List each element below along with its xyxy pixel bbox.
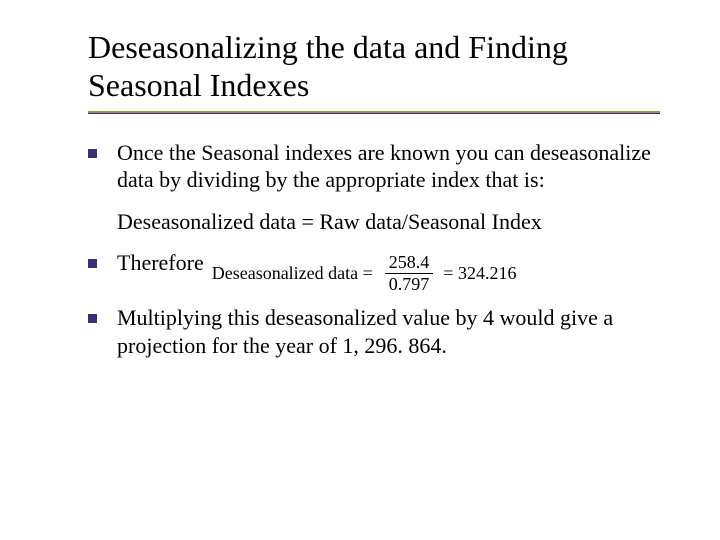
title-underline-bottom [88,113,660,114]
fraction-numerator: 258.4 [385,253,434,273]
title-underline [88,111,660,113]
math-formula: Deseasonalized data = 258.4 0.797 = 324.… [212,253,517,294]
bullet-item-2: Therefore Deseasonalized data = 258.4 0.… [88,249,660,290]
fraction-denominator: 0.797 [385,273,434,294]
square-bullet-icon [88,314,97,323]
slide-title: Deseasonalizing the data and Finding Sea… [88,28,660,105]
bullet-list: Once the Seasonal indexes are known you … [88,139,660,359]
fraction: 258.4 0.797 [385,253,434,294]
formula-lhs: Deseasonalized data = [212,262,373,285]
formula-rhs: = 324.216 [443,262,516,285]
square-bullet-icon [88,149,97,158]
equation-line: Deseasonalized data = Raw data/Seasonal … [117,208,660,236]
slide: Deseasonalizing the data and Finding Sea… [0,0,720,540]
bullet-text: Multiplying this deseasonalized value by… [117,304,660,359]
bullet-item-1: Once the Seasonal indexes are known you … [88,139,660,194]
bullet-text: Therefore [117,249,204,277]
square-bullet-icon [88,259,97,268]
bullet-text: Once the Seasonal indexes are known you … [117,139,660,194]
bullet-item-3: Multiplying this deseasonalized value by… [88,304,660,359]
